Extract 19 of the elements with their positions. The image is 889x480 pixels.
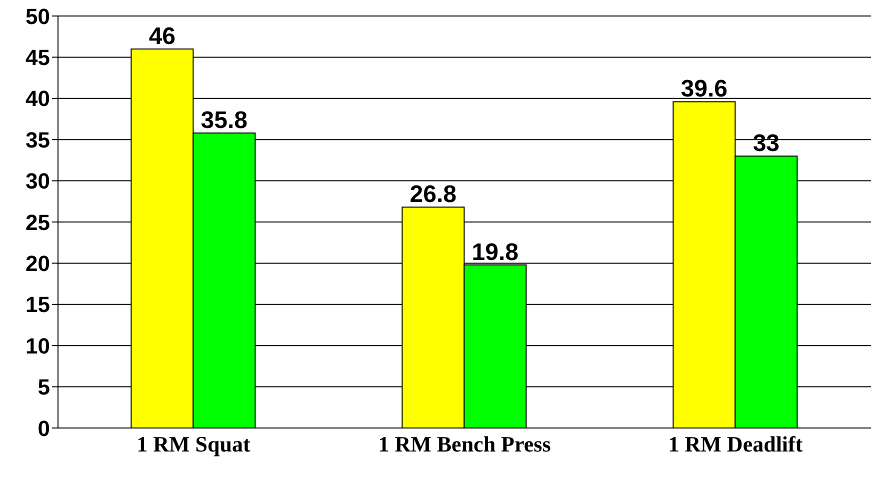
y-tick-label: 30 <box>26 168 50 194</box>
y-tick-label: 5 <box>38 374 50 400</box>
y-tick-label: 10 <box>26 333 50 358</box>
data-label: 46 <box>148 22 176 50</box>
y-tick-label: 20 <box>26 251 50 276</box>
x-tick-label: 1 RM Bench Press <box>378 432 552 457</box>
y-tick-label: 15 <box>26 292 50 318</box>
y-tick-label: 40 <box>26 86 50 112</box>
x-tick-label: 1 RM Deadlift <box>668 432 804 457</box>
data-label: 26.8 <box>410 181 457 208</box>
y-tick-label: 25 <box>26 210 50 235</box>
y-tick-label: 45 <box>26 45 50 70</box>
data-label: 39.6 <box>680 76 728 103</box>
x-tick-label: 1 RM Squat <box>136 432 252 457</box>
y-tick-label: 35 <box>26 127 50 152</box>
y-tick-label: 0 <box>38 416 50 441</box>
data-label: 35.8 <box>200 107 248 134</box>
data-label: 19.8 <box>472 238 519 266</box>
y-tick-label: 50 <box>26 4 50 29</box>
